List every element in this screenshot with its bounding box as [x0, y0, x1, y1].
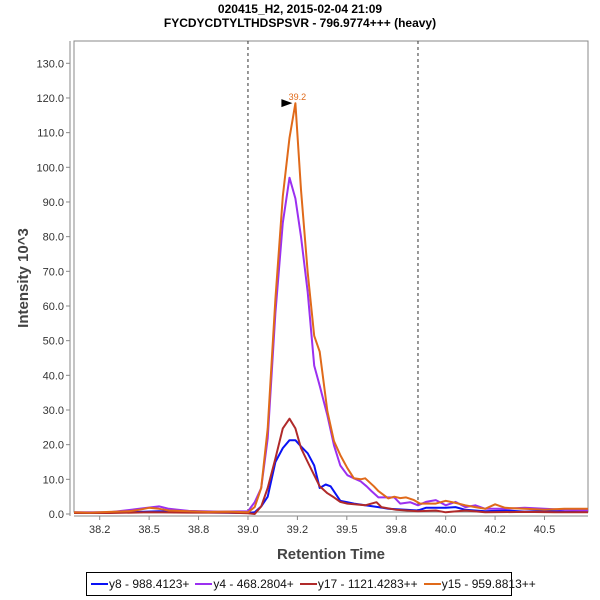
y-tick-label: 60.0: [43, 301, 64, 313]
x-tick-label: 39.0: [237, 524, 258, 536]
legend-label: y15 - 959.8813++: [441, 577, 536, 591]
legend-label: y8 - 988.4123+: [109, 577, 190, 591]
peak-marker-arrow-icon: [281, 99, 293, 108]
plot-area: [73, 40, 589, 513]
y-tick-label: 10.0: [43, 474, 64, 486]
x-tick-label: 39.2: [287, 524, 308, 536]
x-axis-label: Retention Time: [277, 546, 385, 563]
y-tick-label: 110.0: [37, 128, 64, 140]
y-axis-label: Intensity 10^3: [15, 228, 32, 328]
legend-item: y15 - 959.8813++: [423, 577, 536, 591]
series-line-y17: [74, 417, 588, 515]
x-tick-label: 40.0: [435, 524, 456, 536]
x-tick-label: 38.5: [138, 524, 159, 536]
x-tick-label: 39.5: [336, 524, 357, 536]
legend-swatch: [195, 583, 213, 585]
legend-item: y17 - 1121.4283++: [299, 577, 418, 591]
legend-label: y17 - 1121.4283++: [317, 577, 418, 591]
chart-subtitle: FYCDYCDTYLTHDSPSVR - 796.9774+++ (heavy): [164, 16, 436, 30]
peak-label: 39.2: [289, 92, 307, 102]
legend-item: y8 - 988.4123+: [91, 577, 189, 591]
legend-swatch: [91, 583, 108, 585]
legend-swatch: [299, 583, 317, 585]
y-tick-label: 90.0: [43, 197, 64, 209]
y-tick-label: 120.0: [36, 93, 64, 105]
y-tick-label: 80.0: [43, 232, 64, 244]
x-tick-label: 38.2: [89, 524, 110, 536]
x-tick-label: 39.8: [386, 524, 407, 536]
chart-title: 020415_H2, 2015-02-04 21:09: [218, 2, 382, 16]
y-tick-label: 0.0: [49, 509, 64, 521]
y-tick-label: 40.0: [43, 370, 64, 382]
y-tick-label: 30.0: [43, 405, 64, 417]
y-tick-label: 50.0: [43, 336, 64, 348]
y-tick-label: 100.0: [36, 162, 64, 174]
x-tick-label: 40.5: [534, 524, 555, 536]
legend-label: y4 - 468.2804+: [213, 577, 294, 591]
series-line-y15: [73, 102, 588, 514]
y-tick-label: 130.0: [36, 58, 64, 70]
legend-item: y4 - 468.2804+: [195, 577, 294, 591]
y-tick-label: 70.0: [43, 266, 64, 278]
legend: y8 - 988.4123+ y4 - 468.2804+ y17 - 1121.4…: [86, 572, 536, 596]
x-tick-label: 40.2: [484, 524, 505, 536]
x-tick-label: 38.8: [188, 524, 209, 536]
legend-swatch: [423, 583, 441, 585]
y-tick-label: 20.0: [43, 440, 64, 452]
